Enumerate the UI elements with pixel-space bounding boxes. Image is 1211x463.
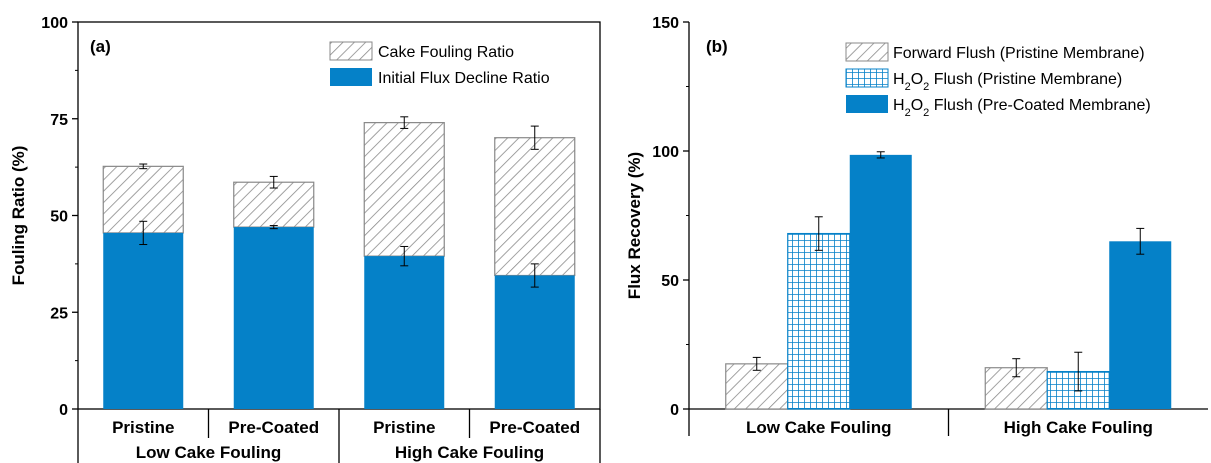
bar-h2o2-flush-pristine [787,232,851,410]
bar-initial-flux-decline [233,227,314,409]
legend-label: Cake Fouling Ratio [378,44,514,61]
legend-label: H2O2 Flush (Pristine Membrane) [893,71,1122,93]
y-tick-label: 150 [652,15,679,32]
error-bar [269,225,278,230]
legend-label: H2O2 Flush (Pre-Coated Membrane) [893,97,1151,119]
y-tick-label: 100 [41,15,68,32]
error-bar [1136,227,1145,255]
x-group-label: Low Cake Fouling [136,443,281,462]
bar-h2o2-flush-precoated [1109,241,1172,409]
legend-label: Forward Flush (Pristine Membrane) [893,45,1145,62]
bar-cake-fouling [233,181,315,228]
x-category-label: Low Cake Fouling [746,418,891,437]
x-category-label: Pre-Coated [228,418,319,437]
error-bar [814,216,823,251]
x-category-label: Pristine [373,418,435,437]
y-tick-label: 25 [50,305,68,322]
error-bar [530,263,539,288]
error-bar [400,116,409,129]
legend-swatch [845,42,889,62]
error-bar [139,220,148,246]
error-bar [269,175,278,189]
legend-swatch [846,95,888,113]
y-tick-label: 50 [50,209,68,226]
y-tick-label: 0 [59,402,68,419]
y-tick-label: 0 [670,402,679,419]
panel-label: (b) [706,37,728,56]
panel-a: 0 25 50 75 100 Fouling Ratio (%) (a) Pristine Pr… [9,15,601,463]
panel-label: (a) [90,37,111,56]
bar-cake-fouling [494,137,576,277]
bar-cake-fouling [363,122,445,257]
error-bar [1012,358,1021,378]
bar-initial-flux-decline [103,232,184,409]
error-bar [530,125,539,150]
legend-label: Initial Flux Decline Ratio [378,70,550,87]
error-bar [876,151,885,159]
error-bar [139,163,148,170]
y-axis-label: Fouling Ratio (%) [9,146,28,286]
bar-h2o2-flush-precoated [849,154,912,409]
y-tick-label: 100 [652,144,679,161]
y-tick-label: 75 [50,112,68,129]
legend-swatch [845,68,889,88]
y-tick-label: 50 [661,273,679,290]
panel-b: 0 50 100 150 Flux Recovery (%) (b) Low Cake Fo… [625,15,1208,437]
error-bar [752,356,761,371]
x-category-label: High Cake Fouling [1004,418,1153,437]
y-axis-label: Flux Recovery (%) [625,152,644,299]
x-group-label: High Cake Fouling [395,443,544,462]
bar-initial-flux-decline [364,256,445,409]
legend-swatch [330,68,372,86]
x-category-label: Pre-Coated [489,418,580,437]
x-category-label: Pristine [112,418,174,437]
bar-initial-flux-decline [494,275,575,409]
error-bar [400,245,409,267]
error-bar [1074,351,1083,392]
legend-swatch [329,41,373,61]
